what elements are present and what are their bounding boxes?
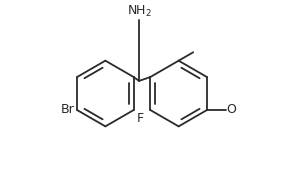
Text: NH$_2$: NH$_2$ bbox=[127, 3, 152, 19]
Text: O: O bbox=[226, 103, 236, 116]
Text: F: F bbox=[137, 112, 144, 125]
Text: Br: Br bbox=[61, 103, 74, 116]
